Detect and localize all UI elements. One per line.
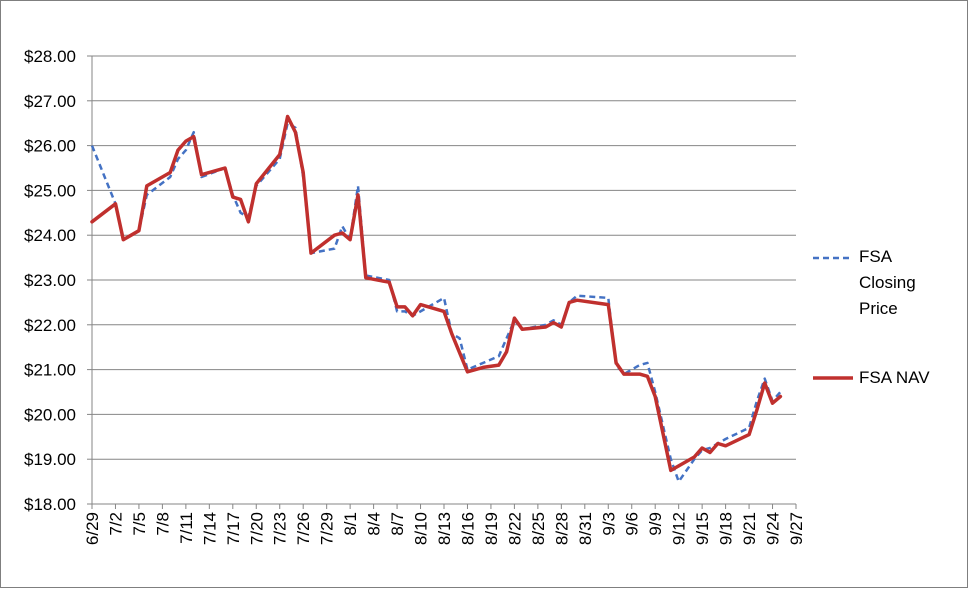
legend-line-2: Closing <box>859 273 916 292</box>
y-tick-label: $21.00 <box>24 361 76 380</box>
x-tick-label: 7/26 <box>294 512 313 545</box>
x-tick-label: 9/21 <box>740 512 759 545</box>
y-tick-label: $27.00 <box>24 92 76 111</box>
x-tick-label: 8/1 <box>341 512 360 536</box>
x-tick-label: 8/25 <box>529 512 548 545</box>
x-axis-ticks: 6/29 7/2 7/5 7/8 7/11 7/14 7/17 7/20 7/23 7/26 7/2… <box>83 504 806 545</box>
x-tick-label: 8/16 <box>458 512 477 545</box>
x-tick-label: 8/28 <box>552 512 571 545</box>
axes <box>91 56 796 505</box>
y-tick-label: $25.00 <box>24 181 76 200</box>
x-tick-label: 8/19 <box>482 512 501 545</box>
x-tick-label: 7/2 <box>106 512 125 536</box>
x-tick-label: 7/23 <box>271 512 290 545</box>
x-tick-label: 8/13 <box>435 512 454 545</box>
x-tick-label: 7/14 <box>200 512 219 545</box>
x-tick-label: 7/29 <box>318 512 337 545</box>
legend-label-nav: FSA NAV <box>859 368 930 387</box>
x-tick-label: 8/7 <box>388 512 407 536</box>
x-tick-label: 9/24 <box>764 512 783 545</box>
x-tick-label: 7/17 <box>224 512 243 545</box>
x-tick-label: 9/18 <box>717 512 736 545</box>
x-tick-label: 8/22 <box>505 512 524 545</box>
legend-label-closing-price: FSA Closing Price <box>859 244 916 322</box>
y-axis-ticks: $18.00 $19.00 $20.00 $21.00 $22.00 $23.00 $24.… <box>24 47 92 514</box>
y-tick-label: $19.00 <box>24 450 76 469</box>
y-tick-label: $26.00 <box>24 137 76 156</box>
legend-line-1: FSA <box>859 247 893 266</box>
x-tick-label: 9/6 <box>623 512 642 536</box>
y-tick-label: $28.00 <box>24 47 76 66</box>
x-tick-label: 7/20 <box>247 512 266 545</box>
legend-line-3: Price <box>859 299 898 318</box>
x-tick-label: 9/9 <box>646 512 665 536</box>
legend-swatches <box>813 256 853 380</box>
gridlines <box>92 55 796 460</box>
y-tick-label: $23.00 <box>24 271 76 290</box>
x-tick-label: 8/10 <box>412 512 431 545</box>
y-tick-label: $20.00 <box>24 405 76 424</box>
x-tick-label: 9/15 <box>693 512 712 545</box>
y-tick-label: $22.00 <box>24 316 76 335</box>
y-tick-label: $24.00 <box>24 226 76 245</box>
x-tick-label: 6/29 <box>83 512 102 545</box>
x-tick-label: 7/5 <box>130 512 149 536</box>
x-tick-label: 7/11 <box>177 512 196 544</box>
x-tick-label: 8/31 <box>576 512 595 545</box>
x-tick-label: 9/27 <box>787 512 806 545</box>
x-tick-label: 9/12 <box>670 512 689 545</box>
series-line-closing-price <box>90 121 782 483</box>
x-tick-label: 7/8 <box>153 512 172 536</box>
y-tick-label: $18.00 <box>24 495 76 514</box>
x-tick-label: 8/4 <box>365 512 384 536</box>
x-tick-label: 9/3 <box>599 512 618 536</box>
series-lines <box>90 114 783 483</box>
series-line-nav <box>90 114 783 473</box>
